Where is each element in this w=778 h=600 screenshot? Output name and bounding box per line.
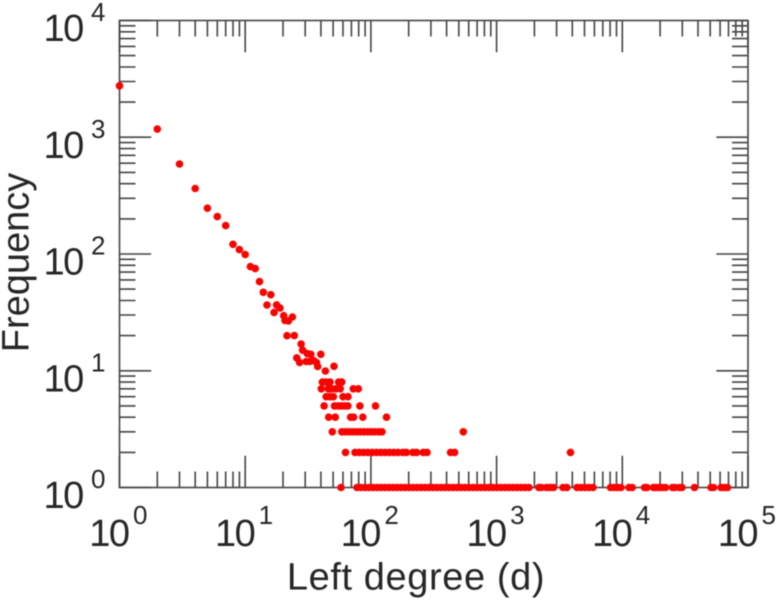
svg-text:1: 1 bbox=[91, 347, 105, 377]
svg-text:10: 10 bbox=[341, 513, 381, 555]
svg-text:0: 0 bbox=[91, 464, 105, 494]
svg-text:10: 10 bbox=[718, 513, 758, 555]
svg-text:4: 4 bbox=[636, 500, 650, 530]
svg-text:2: 2 bbox=[91, 231, 105, 261]
svg-text:10: 10 bbox=[43, 8, 83, 50]
svg-text:1: 1 bbox=[259, 500, 273, 530]
svg-text:2: 2 bbox=[384, 500, 398, 530]
svg-text:10: 10 bbox=[43, 358, 83, 400]
svg-text:4: 4 bbox=[91, 0, 105, 27]
svg-text:Frequency: Frequency bbox=[0, 173, 37, 353]
svg-text:3: 3 bbox=[510, 500, 524, 530]
svg-text:5: 5 bbox=[761, 500, 775, 530]
svg-text:10: 10 bbox=[592, 513, 632, 555]
svg-text:Left degree (d): Left degree (d) bbox=[287, 557, 545, 599]
svg-text:3: 3 bbox=[91, 114, 105, 144]
svg-text:10: 10 bbox=[43, 475, 83, 517]
svg-text:10: 10 bbox=[215, 513, 255, 555]
svg-text:10: 10 bbox=[43, 242, 83, 284]
svg-text:10: 10 bbox=[466, 513, 506, 555]
svg-text:0: 0 bbox=[133, 500, 147, 530]
svg-text:10: 10 bbox=[89, 513, 129, 555]
svg-text:10: 10 bbox=[43, 125, 83, 167]
